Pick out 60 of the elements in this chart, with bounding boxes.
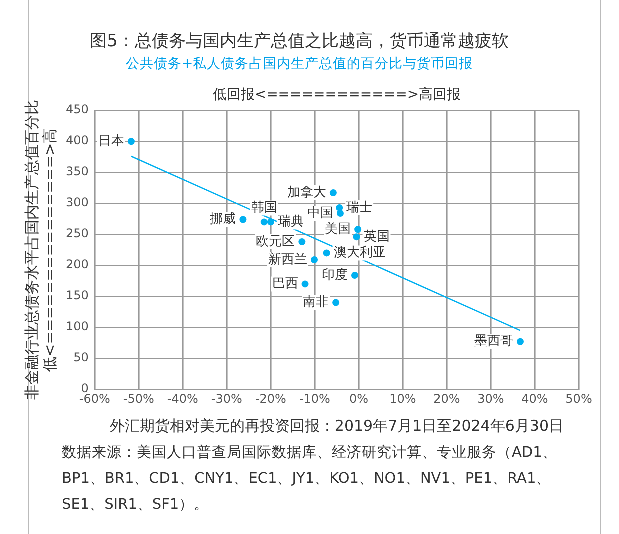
text: 低<===============>高	[40, 128, 59, 372]
annotation: 新西兰	[268, 252, 308, 268]
text: 低回报<============>高回报	[212, 87, 462, 104]
point	[330, 190, 337, 197]
x-tick-label: 0%	[349, 392, 368, 406]
point	[353, 234, 360, 241]
annotation: 加拿大	[287, 185, 326, 200]
annotation: 欧元区	[256, 234, 296, 250]
annotation: 印度	[322, 266, 348, 283]
point	[336, 210, 344, 218]
point	[128, 138, 135, 146]
y-tick-label: 200	[66, 258, 89, 272]
point	[354, 226, 362, 234]
annotation: 瑞士	[346, 200, 373, 216]
point	[516, 338, 524, 346]
annotation: 美国	[325, 221, 352, 238]
x-tick-label: 30%	[478, 392, 504, 406]
y-tick-label: 350	[66, 164, 89, 179]
x-tick-label: 20%	[434, 392, 460, 406]
chart-title: 图5：总债务与国内生产总值之比越高，货币通常越疲软	[90, 32, 509, 52]
annotation: 墨西哥	[474, 334, 514, 350]
point	[311, 256, 318, 264]
y-tick-label: 150	[66, 288, 89, 303]
annotation: 澳大利亚	[334, 246, 386, 261]
y-tick-label: 100	[66, 320, 89, 334]
x-axis-title: 外汇期货相对美元的再投资回报：2019年7月1日至2024年6月30日	[110, 416, 564, 435]
x-tick-label: 10%	[390, 392, 416, 406]
x-tick-label: 40%	[522, 392, 548, 406]
y-tick-label: 50	[74, 350, 89, 365]
point	[323, 250, 330, 257]
x-tick-label: 50%	[566, 392, 592, 406]
point	[351, 272, 358, 280]
annotation: 日本	[98, 134, 124, 149]
x-tick-label: -50%	[123, 392, 154, 406]
point	[332, 299, 340, 306]
y-tick-label: 400	[66, 134, 89, 148]
y-axis-title: 非金融行业总债务水平占国内生产总值百分比	[22, 100, 41, 400]
x-tick-label: -60%	[79, 392, 110, 406]
annotation: 巴西	[272, 276, 298, 292]
y-tick-label: 250	[66, 226, 89, 241]
annotation: 韩国	[251, 200, 278, 216]
point	[336, 204, 344, 212]
x-tick-label: -40%	[167, 392, 198, 406]
x-tick-label: -30%	[211, 392, 242, 406]
point	[260, 218, 268, 226]
point	[302, 280, 309, 288]
annotation: 中国	[307, 206, 334, 221]
source-note: 数据来源：美国人口普查局国际数据库、经济研究计算、专业服务（AD1、BP1、BR1、CD1、CNY1、EC1、JY1、KO1、NO1、NV1、PE1、RA1、SE1、SIR1、SF1）。	[62, 444, 558, 515]
y-tick-label: 300	[66, 196, 89, 210]
annotation: 挪威	[210, 212, 236, 228]
annotation: 英国	[364, 229, 390, 244]
point	[267, 218, 274, 226]
chart-subtitle: 公共债务+私人债务占国内生产总值的百分比与货币回报	[126, 56, 474, 72]
annotation: 瑞典	[278, 214, 304, 230]
x-tick-label: -20%	[255, 392, 286, 406]
annotation: 南非	[303, 295, 330, 310]
point	[240, 216, 247, 224]
point	[298, 238, 306, 246]
x-tick-label: -10%	[299, 392, 330, 406]
y-tick-label: 450	[66, 102, 89, 117]
